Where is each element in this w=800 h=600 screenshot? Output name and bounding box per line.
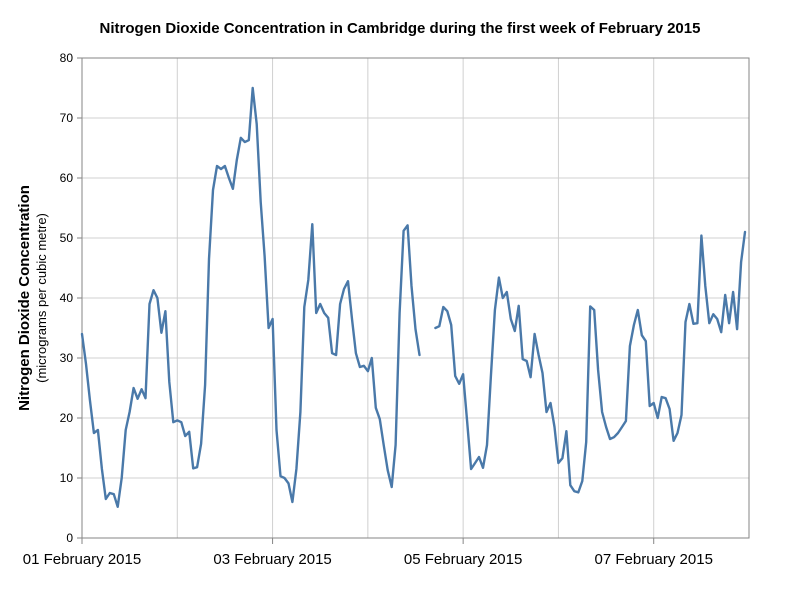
y-tick-label: 20 [60, 411, 74, 425]
chart-title: Nitrogen Dioxide Concentration in Cambri… [99, 20, 701, 37]
series-line-segment-1 [80, 86, 421, 508]
y-tick-label: 50 [60, 231, 74, 245]
gridlines [82, 58, 749, 538]
y-tick-label: 70 [60, 111, 74, 125]
x-tick-label: 01 February 2015 [23, 551, 141, 568]
x-tick-label: 05 February 2015 [404, 551, 522, 568]
x-axis: 01 February 2015 03 February 2015 05 Febru… [23, 537, 749, 568]
y-tick-label: 60 [60, 171, 74, 185]
y-tick-label: 10 [60, 471, 74, 485]
x-tick-label: 03 February 2015 [213, 551, 331, 568]
series-lines [80, 86, 747, 508]
y-axis-sublabel: (micrograms per cubic metre) [34, 213, 49, 383]
y-tick-label: 30 [60, 351, 74, 365]
y-tick-label: 0 [66, 531, 73, 545]
x-tick-label: 07 February 2015 [595, 551, 713, 568]
series-line-segment-2 [434, 230, 747, 494]
y-axis: 0 10 20 30 40 50 60 70 80 [60, 51, 83, 545]
y-tick-label: 40 [60, 291, 74, 305]
y-tick-label: 80 [60, 51, 74, 65]
y-axis-label: Nitrogen Dioxide Concentration [16, 185, 33, 411]
